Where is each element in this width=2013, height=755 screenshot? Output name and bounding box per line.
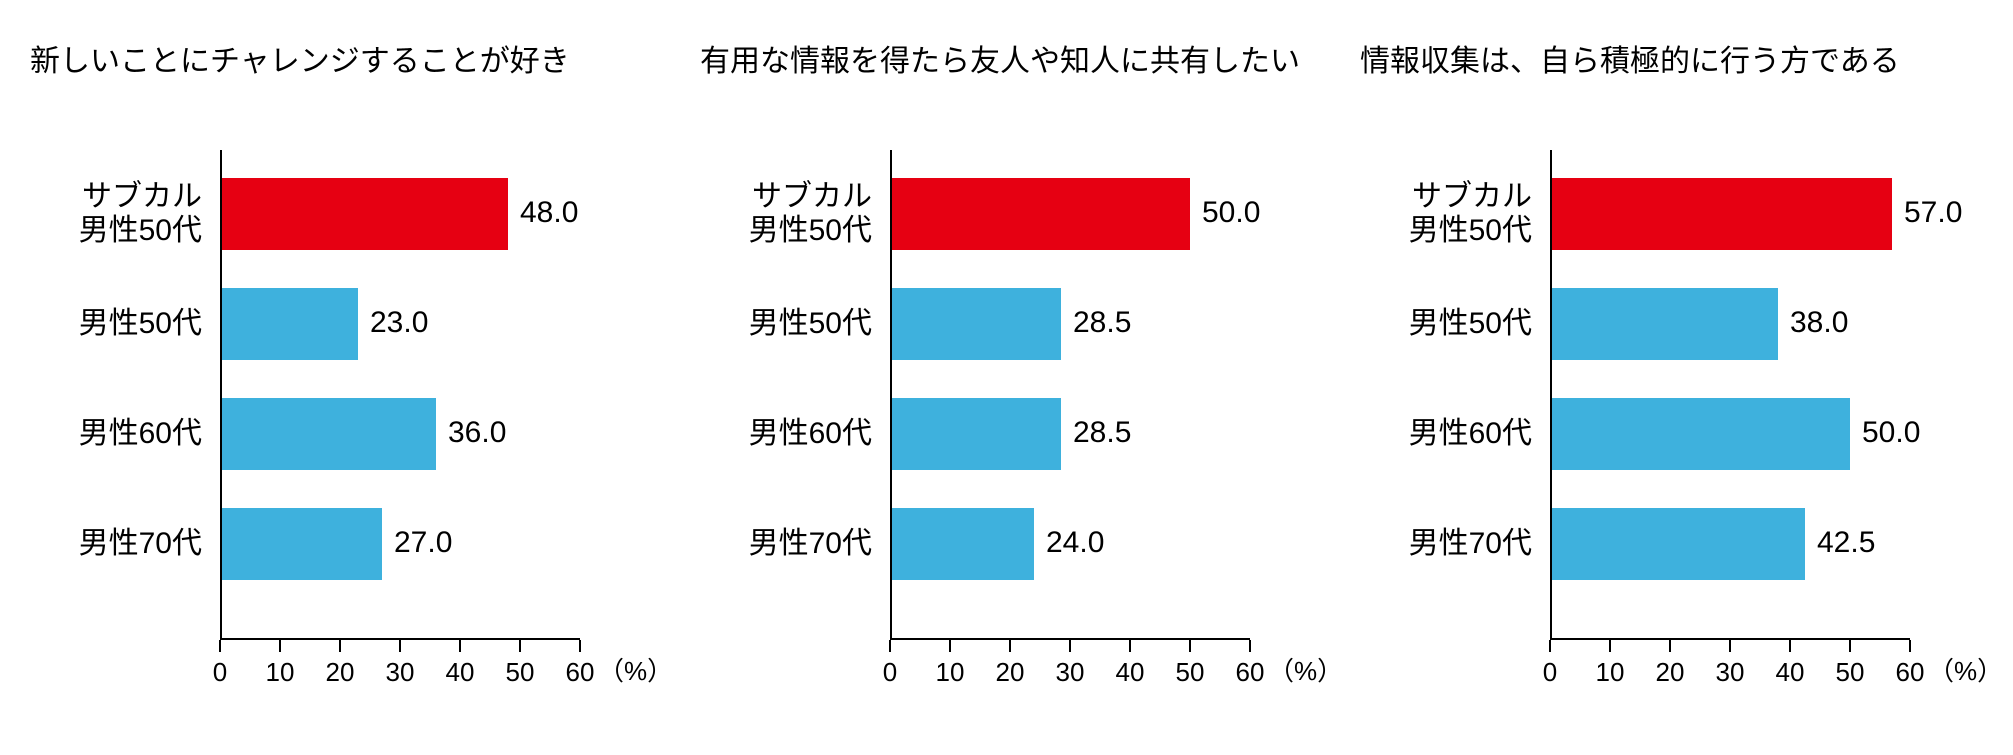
bar bbox=[1552, 508, 1805, 580]
chart-panel: 有用な情報を得たら友人や知人に共有したい 0 10 20 30 40 50 60（%） 50.0… bbox=[700, 0, 1340, 755]
x-tick bbox=[1009, 640, 1011, 652]
x-tick bbox=[1729, 640, 1731, 652]
category-label: 男性60代 bbox=[79, 417, 202, 452]
bar bbox=[892, 508, 1034, 580]
bar bbox=[222, 398, 436, 470]
bar-value-label: 48.0 bbox=[520, 196, 578, 230]
x-tick bbox=[579, 640, 581, 652]
bar bbox=[222, 288, 358, 360]
chart-panel: 情報収集は、自ら積極的に行う方である0102030405060（%）57.038… bbox=[1360, 0, 2000, 755]
x-tick bbox=[949, 640, 951, 652]
bar bbox=[222, 508, 382, 580]
x-tick-label: 40 bbox=[446, 657, 475, 688]
x-tick-label: 50 bbox=[506, 657, 535, 688]
bar-value-label: 57.0 bbox=[1904, 196, 1962, 230]
category-label: 男性70代 bbox=[749, 527, 872, 562]
x-tick-label: 10 bbox=[266, 657, 295, 688]
x-tick bbox=[339, 640, 341, 652]
bar-value-label: 50.0 bbox=[1862, 416, 1920, 450]
bar bbox=[892, 398, 1061, 470]
bar bbox=[892, 178, 1190, 250]
bar bbox=[1552, 398, 1850, 470]
x-tick-label: 40 bbox=[1116, 657, 1145, 688]
x-tick-label: 50 bbox=[1836, 657, 1865, 688]
bar bbox=[222, 178, 508, 250]
category-label: 男性70代 bbox=[1409, 527, 1532, 562]
category-label: 男性50代 bbox=[1409, 307, 1532, 342]
x-tick bbox=[519, 640, 521, 652]
x-tick-label: 20 bbox=[996, 657, 1025, 688]
category-label: 男性70代 bbox=[79, 527, 202, 562]
bar-value-label: 38.0 bbox=[1790, 306, 1848, 340]
x-tick-label: 50 bbox=[1176, 657, 1205, 688]
bar bbox=[1552, 178, 1892, 250]
x-tick-label: 0 bbox=[883, 657, 897, 688]
bar-value-label: 36.0 bbox=[448, 416, 506, 450]
bar bbox=[892, 288, 1061, 360]
x-tick-label: 10 bbox=[936, 657, 965, 688]
x-tick bbox=[1909, 640, 1911, 652]
x-tick-label: 0 bbox=[1543, 657, 1557, 688]
bar-value-label: 27.0 bbox=[394, 526, 452, 560]
x-tick-label: 30 bbox=[1716, 657, 1745, 688]
category-label: サブカル 男性50代 bbox=[1409, 180, 1532, 249]
x-tick-label: 60 bbox=[1896, 657, 1925, 688]
plot-area: 0102030405060（%）50.028.528.524.0 bbox=[890, 150, 1250, 640]
x-tick bbox=[219, 640, 221, 652]
bar-value-label: 50.0 bbox=[1202, 196, 1260, 230]
x-tick-label: 30 bbox=[1056, 657, 1085, 688]
x-tick bbox=[1249, 640, 1251, 652]
category-label: 男性50代 bbox=[749, 307, 872, 342]
x-tick-label: 20 bbox=[326, 657, 355, 688]
bar-value-label: 28.5 bbox=[1073, 306, 1131, 340]
x-tick bbox=[279, 640, 281, 652]
x-tick bbox=[399, 640, 401, 652]
panel-title: 情報収集は、自ら積極的に行う方である bbox=[1360, 36, 2000, 80]
x-tick-label: 20 bbox=[1656, 657, 1685, 688]
x-tick-label: 30 bbox=[386, 657, 415, 688]
x-tick bbox=[1069, 640, 1071, 652]
x-tick-label: 60 bbox=[566, 657, 595, 688]
x-tick bbox=[1789, 640, 1791, 652]
category-label: 男性60代 bbox=[1409, 417, 1532, 452]
x-tick bbox=[1609, 640, 1611, 652]
x-tick-label: 60 bbox=[1236, 657, 1265, 688]
chart-panel: 新しいことにチャレンジすることが好き 0 10 20 30 40 50 60（%） 48.0 23… bbox=[30, 0, 670, 755]
bar-value-label: 42.5 bbox=[1817, 526, 1875, 560]
chart-canvas: 新しいことにチャレンジすることが好き0102030405060（%）48.023… bbox=[0, 0, 2013, 755]
x-axis-unit: （%） bbox=[1268, 651, 1343, 688]
x-tick bbox=[459, 640, 461, 652]
x-tick-label: 10 bbox=[1596, 657, 1625, 688]
category-label: 男性60代 bbox=[749, 417, 872, 452]
x-tick bbox=[889, 640, 891, 652]
x-axis-unit: （%） bbox=[598, 651, 673, 688]
category-label: 男性50代 bbox=[79, 307, 202, 342]
plot-area: 0102030405060（%）57.038.050.042.5 bbox=[1550, 150, 1910, 640]
category-label: サブカル 男性50代 bbox=[79, 180, 202, 249]
x-tick bbox=[1129, 640, 1131, 652]
x-tick-label: 40 bbox=[1776, 657, 1805, 688]
panel-title: 新しいことにチャレンジすることが好き bbox=[30, 36, 670, 80]
bar-value-label: 28.5 bbox=[1073, 416, 1131, 450]
x-axis-unit: （%） bbox=[1928, 651, 2003, 688]
panel-title: 有用な情報を得たら友人や知人に共有したい bbox=[700, 36, 1340, 80]
x-tick bbox=[1669, 640, 1671, 652]
category-label: サブカル 男性50代 bbox=[749, 180, 872, 249]
plot-area: 0102030405060（%）48.023.036.027.0 bbox=[220, 150, 580, 640]
x-tick bbox=[1849, 640, 1851, 652]
bar bbox=[1552, 288, 1778, 360]
bar-value-label: 23.0 bbox=[370, 306, 428, 340]
x-tick bbox=[1549, 640, 1551, 652]
x-tick bbox=[1189, 640, 1191, 652]
bar-value-label: 24.0 bbox=[1046, 526, 1104, 560]
x-tick-label: 0 bbox=[213, 657, 227, 688]
